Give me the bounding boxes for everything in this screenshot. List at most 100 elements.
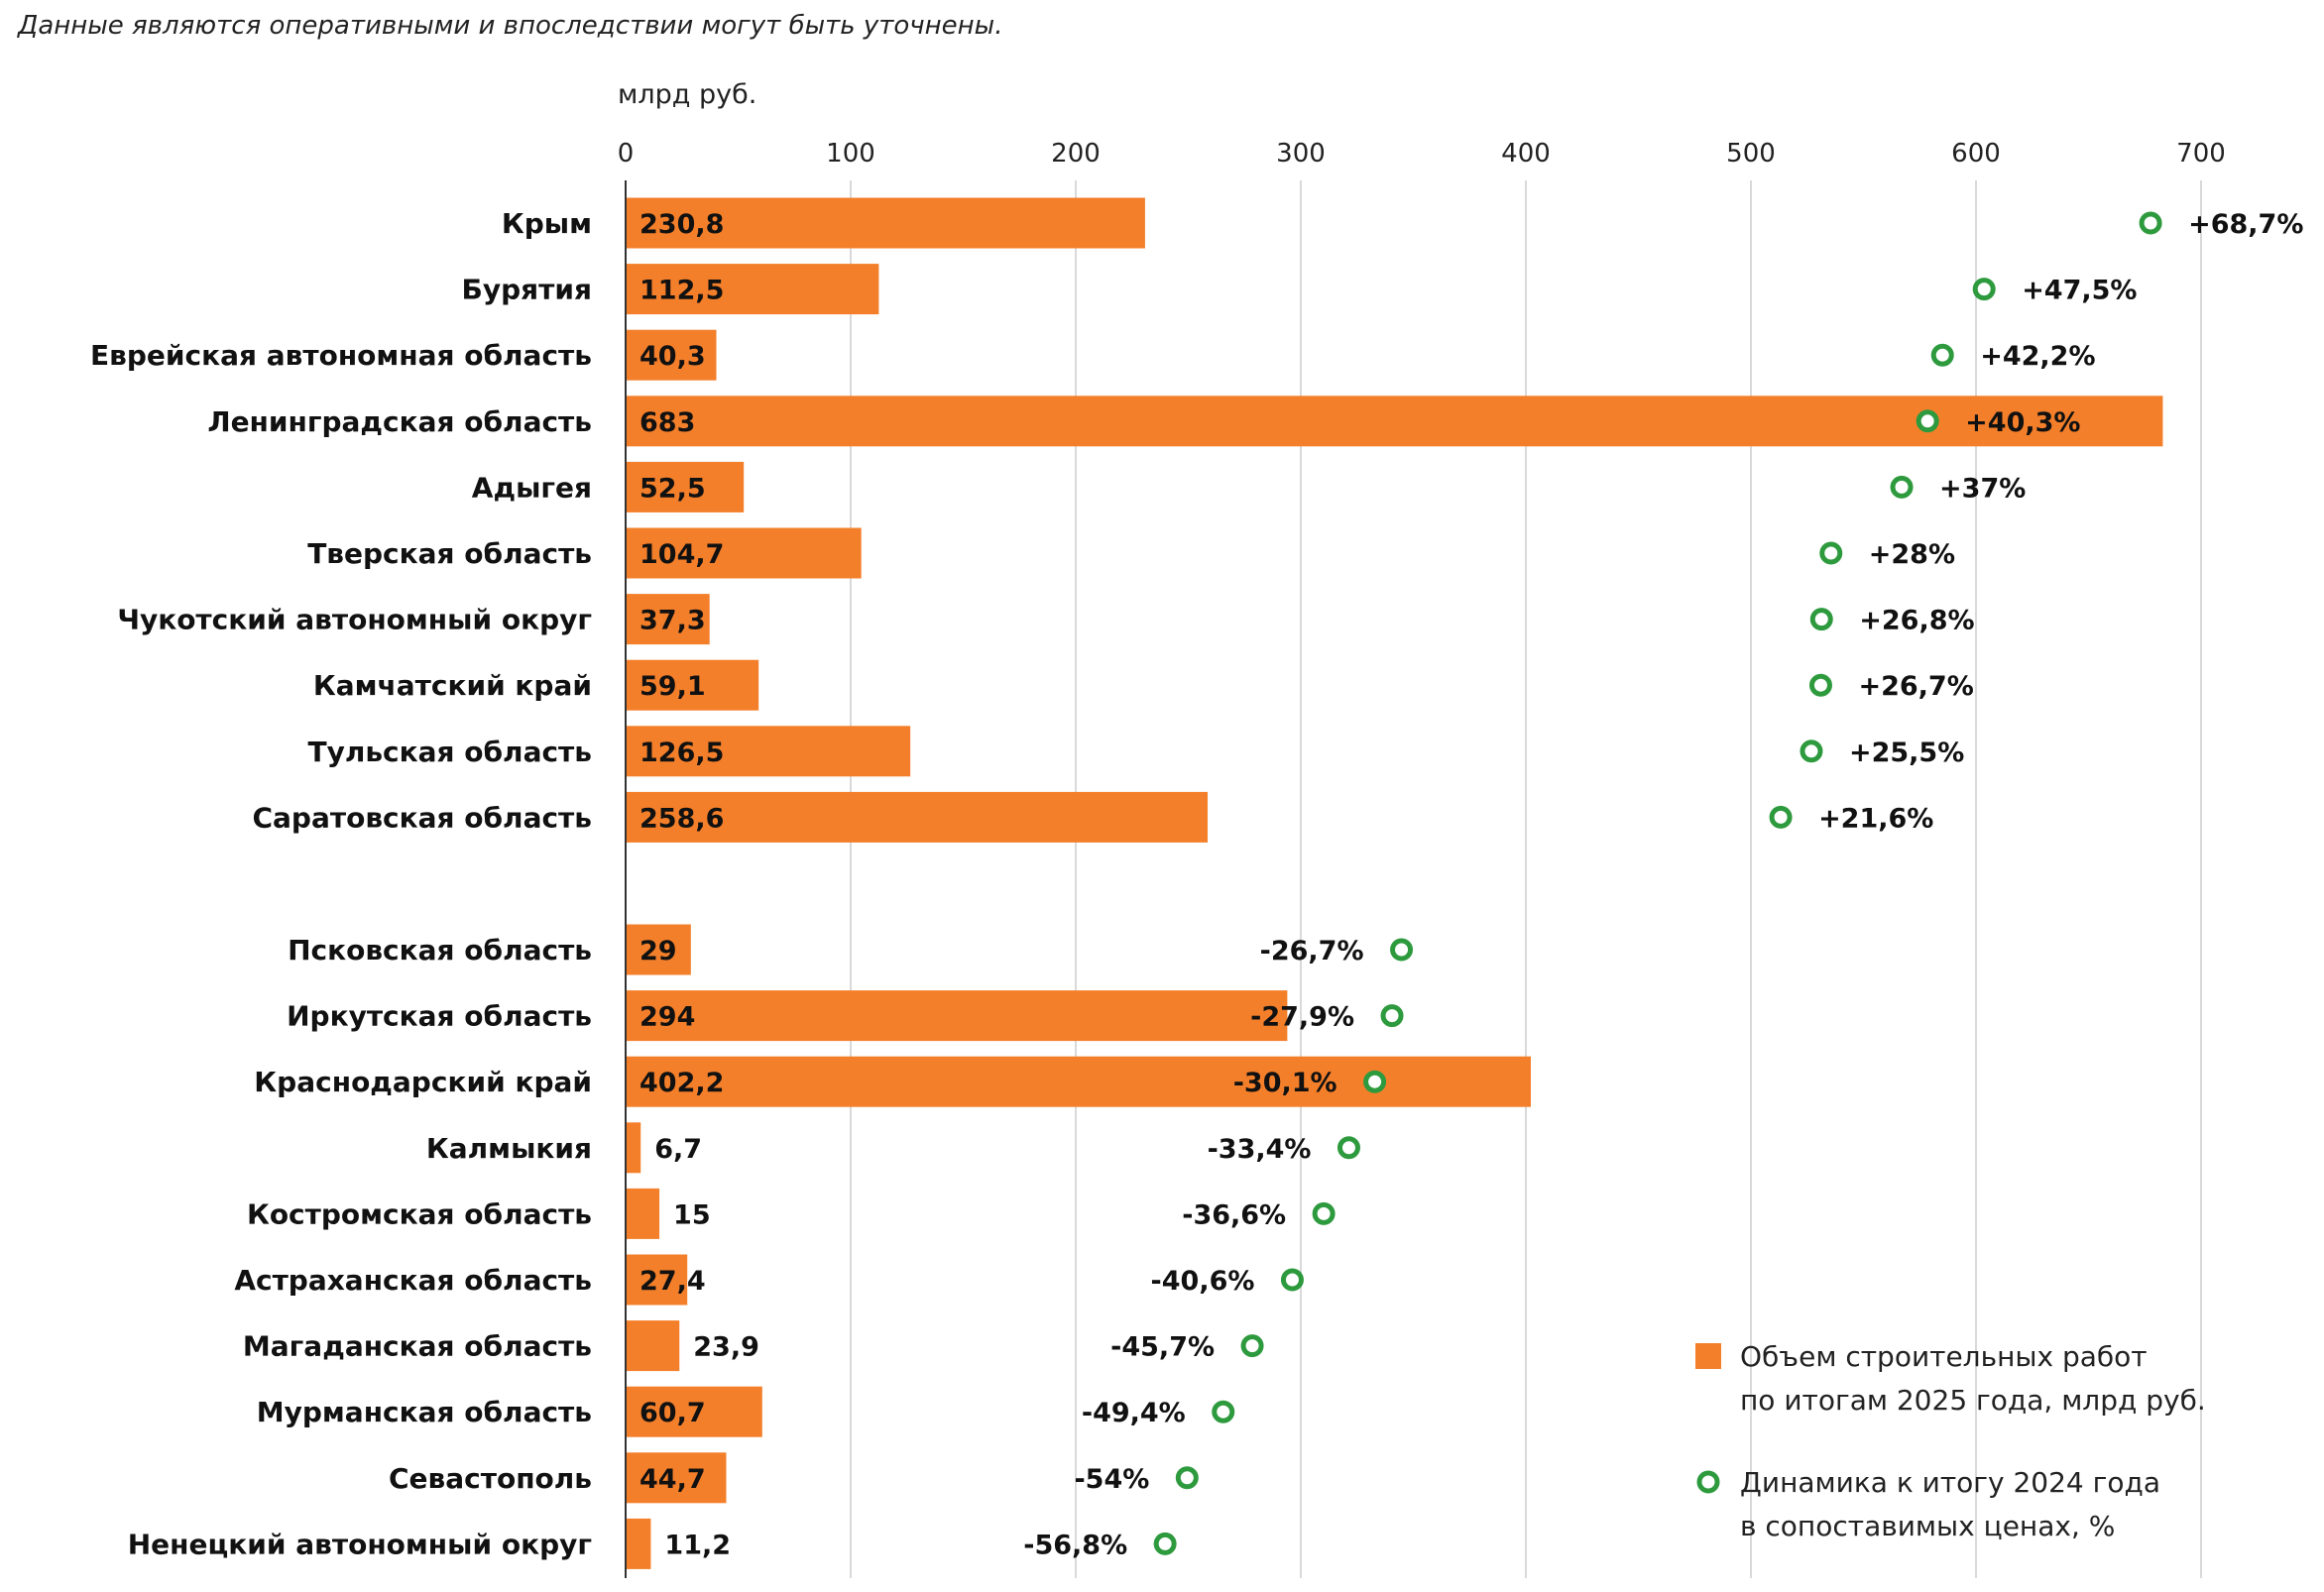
change-label: -40,6%: [1151, 1266, 1255, 1297]
category-label: Астраханская область: [234, 1264, 592, 1297]
change-label: -33,4%: [1208, 1134, 1312, 1165]
bar-value-label: 402,2: [639, 1068, 724, 1098]
change-marker: [1175, 1466, 1199, 1490]
change-marker: [2139, 211, 2162, 235]
bar: [626, 990, 1288, 1042]
category-label: Ненецкий автономный округ: [128, 1528, 592, 1560]
bar: [626, 1320, 680, 1372]
category-label: Магаданская область: [243, 1330, 592, 1363]
bar: [626, 527, 862, 579]
change-marker: [1972, 278, 1996, 301]
x-axis-unit-label: млрд руб.: [618, 79, 756, 110]
x-tick-label: 500: [1726, 139, 1776, 169]
bar: [626, 924, 691, 975]
bar: [626, 264, 879, 315]
change-marker: [1240, 1334, 1264, 1358]
change-marker: [1800, 739, 1823, 763]
bar-value-label: 683: [639, 407, 695, 438]
change-marker: [1336, 1136, 1360, 1160]
category-label: Костромская область: [247, 1197, 592, 1230]
change-label: -30,1%: [1233, 1068, 1337, 1098]
change-marker: [1819, 541, 1843, 565]
change-label: +37%: [1939, 473, 2026, 504]
x-axis-ticks: 0 100 200 300 400 500 600 700: [618, 139, 2226, 169]
category-label: Иркутская область: [287, 1000, 592, 1033]
change-label: -26,7%: [1260, 936, 1364, 967]
change-label: -27,9%: [1250, 1002, 1354, 1033]
category-label: Адыгея: [472, 471, 592, 504]
x-tick-label: 100: [826, 139, 875, 169]
category-label: Чукотский автономный округ: [117, 604, 592, 636]
category-label: Ленинградская область: [207, 405, 592, 438]
legend-marker-swatch: [1696, 1470, 1720, 1494]
change-label: +25,5%: [1849, 738, 1964, 768]
bar-value-label: 37,3: [639, 606, 706, 636]
legend-bar-label-2: по итогам 2025 года, млрд руб.: [1740, 1384, 2206, 1417]
bar-value-label: 29: [639, 936, 677, 967]
bar-value-label: 6,7: [654, 1134, 702, 1165]
bar: [626, 197, 1145, 249]
category-label: Тверская область: [307, 537, 592, 570]
category-label: Саратовская область: [252, 801, 592, 834]
change-marker: [1312, 1201, 1336, 1225]
x-tick-label: 400: [1501, 139, 1551, 169]
category-label: Севастополь: [389, 1462, 592, 1495]
bar-value-label: 40,3: [639, 341, 706, 372]
change-label: +40,3%: [1965, 407, 2080, 438]
change-label: +28%: [1869, 539, 1955, 570]
bar: [626, 461, 745, 512]
change-label: +42,2%: [1980, 341, 2095, 372]
category-label: Калмыкия: [426, 1132, 592, 1165]
x-tick-label: 700: [2176, 139, 2226, 169]
change-marker: [1930, 343, 1954, 367]
bar-value-label: 23,9: [693, 1332, 759, 1363]
change-label: +26,7%: [1858, 671, 1973, 702]
category-label: Краснодарский край: [254, 1066, 592, 1098]
x-tick-label: 300: [1276, 139, 1326, 169]
change-marker: [1390, 938, 1414, 962]
change-marker: [1280, 1268, 1304, 1292]
bar: [626, 791, 1209, 843]
category-label: Камчатский край: [313, 669, 592, 702]
bar: [626, 1386, 762, 1437]
bar-value-label: 230,8: [639, 209, 724, 240]
x-tick-label: 0: [618, 139, 635, 169]
bar: [626, 396, 2163, 447]
change-label: -56,8%: [1023, 1530, 1127, 1560]
change-label: -54%: [1074, 1464, 1149, 1495]
bar-value-label: 52,5: [639, 473, 706, 504]
bar-value-label: 294: [639, 1002, 695, 1033]
bar-value-label: 15: [673, 1199, 711, 1230]
bar: [626, 1188, 660, 1239]
change-label: +26,8%: [1859, 606, 1974, 636]
bar-value-label: 258,6: [639, 803, 724, 834]
bar: [626, 329, 717, 381]
change-marker: [1363, 1070, 1387, 1093]
change-label: -49,4%: [1082, 1398, 1186, 1428]
change-marker: [1380, 1004, 1404, 1028]
bar: [626, 594, 710, 645]
category-label: Тульская область: [307, 736, 592, 768]
bar-value-label: 112,5: [639, 276, 724, 306]
bar: [626, 659, 759, 711]
legend-bar-label-1: Объем строительных работ: [1740, 1340, 2148, 1373]
bar-value-label: 126,5: [639, 738, 724, 768]
bar-value-label: 27,4: [639, 1266, 706, 1297]
change-label: +21,6%: [1818, 803, 1933, 834]
change-markers: +68,7% +47,5% +42,2% +40,3% +37% +28% +26,8% +2…: [1023, 209, 2303, 1560]
legend-marker-label-1: Динамика к итогу 2024 года: [1740, 1466, 2160, 1499]
bar: [626, 1254, 688, 1306]
x-tick-label: 200: [1051, 139, 1101, 169]
category-label: Бурятия: [462, 274, 592, 306]
bar: [626, 1518, 651, 1569]
change-marker: [1809, 608, 1833, 631]
change-marker: [1890, 475, 1914, 499]
category-label: Еврейская автономная область: [90, 339, 592, 372]
data-note: Данные являются оперативными и впоследст…: [17, 11, 1002, 41]
bar-value-label: 60,7: [639, 1398, 706, 1428]
bar: [626, 1056, 1531, 1107]
change-marker: [1153, 1532, 1177, 1555]
x-tick-label: 600: [1951, 139, 2001, 169]
change-label: +47,5%: [2022, 276, 2137, 306]
